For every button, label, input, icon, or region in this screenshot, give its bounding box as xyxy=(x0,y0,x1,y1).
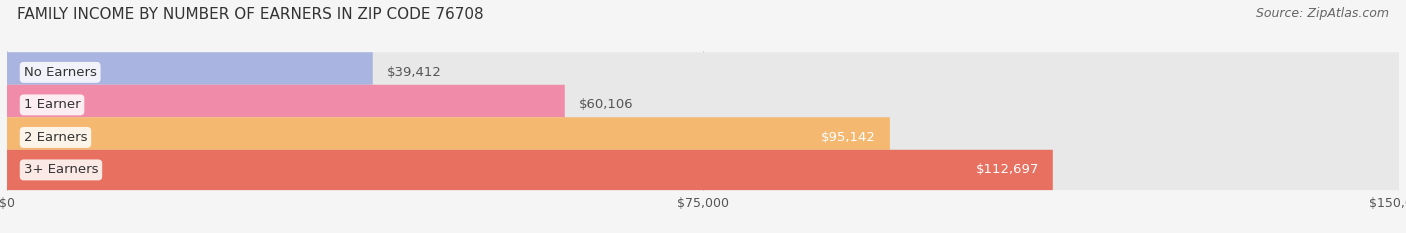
Text: $39,412: $39,412 xyxy=(387,66,441,79)
Text: 1 Earner: 1 Earner xyxy=(24,98,80,111)
Text: 2 Earners: 2 Earners xyxy=(24,131,87,144)
FancyBboxPatch shape xyxy=(7,150,1399,190)
Text: Source: ZipAtlas.com: Source: ZipAtlas.com xyxy=(1256,7,1389,20)
Text: $95,142: $95,142 xyxy=(821,131,876,144)
FancyBboxPatch shape xyxy=(7,150,1053,190)
Text: $112,697: $112,697 xyxy=(976,163,1039,176)
FancyBboxPatch shape xyxy=(7,117,1399,158)
Text: FAMILY INCOME BY NUMBER OF EARNERS IN ZIP CODE 76708: FAMILY INCOME BY NUMBER OF EARNERS IN ZI… xyxy=(17,7,484,22)
Text: $60,106: $60,106 xyxy=(579,98,633,111)
FancyBboxPatch shape xyxy=(7,117,890,158)
FancyBboxPatch shape xyxy=(7,52,373,93)
Text: No Earners: No Earners xyxy=(24,66,97,79)
FancyBboxPatch shape xyxy=(7,85,565,125)
FancyBboxPatch shape xyxy=(7,52,1399,93)
FancyBboxPatch shape xyxy=(7,85,1399,125)
Text: 3+ Earners: 3+ Earners xyxy=(24,163,98,176)
